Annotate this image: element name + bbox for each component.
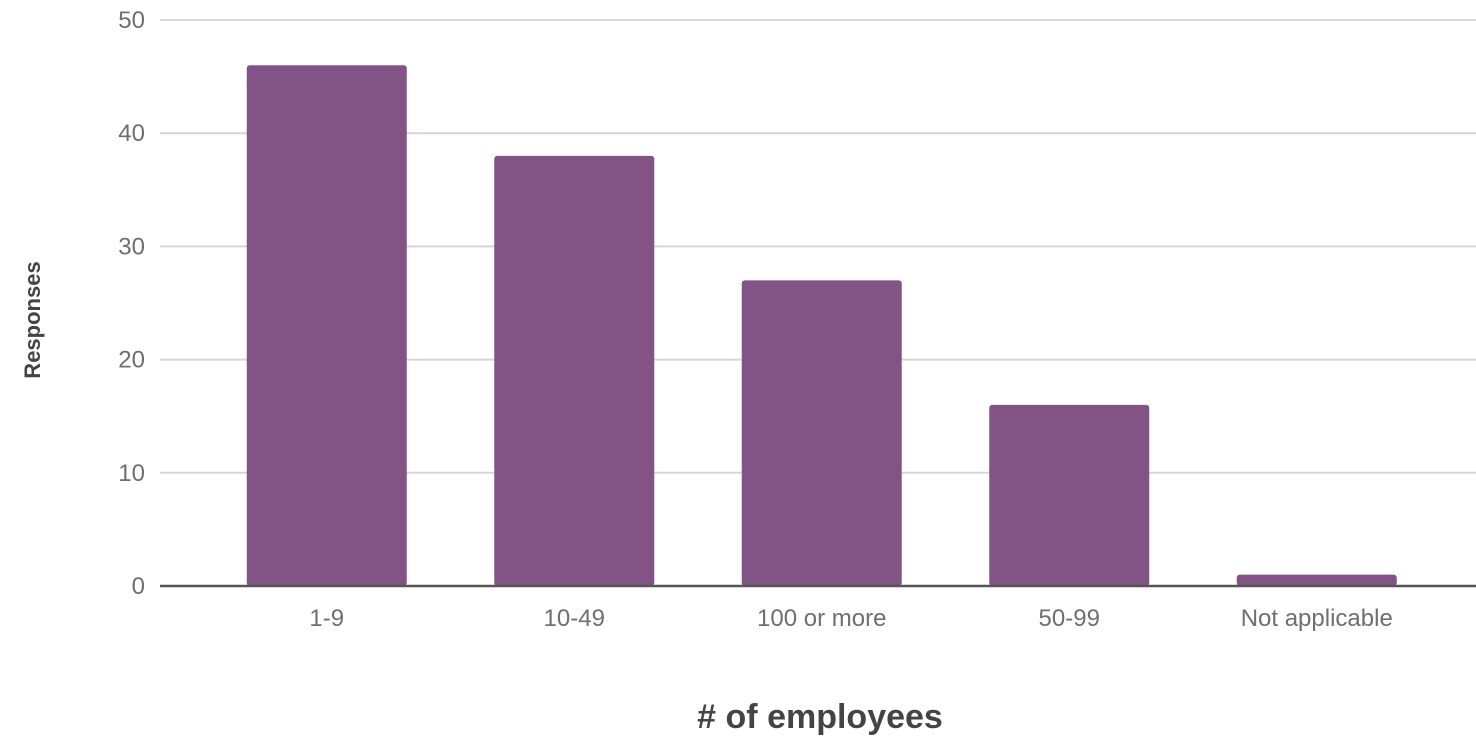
bar-100-or-more (741, 280, 902, 586)
x-tick-label: 10-49 (544, 605, 605, 632)
y-tick-label: 0 (132, 573, 145, 600)
x-tick-label: 1-9 (309, 605, 344, 632)
y-axis-title: Responses (20, 261, 45, 378)
y-tick-label: 10 (118, 460, 145, 487)
x-tick-label: Not applicable (1241, 605, 1393, 632)
bar-10-49 (494, 155, 655, 586)
bar-not-applicable (1236, 574, 1397, 586)
y-tick-label: 40 (118, 120, 145, 147)
x-axis-title: # of employees (697, 698, 943, 736)
bars (246, 65, 1397, 586)
bar-50-99 (989, 404, 1150, 586)
x-axis-ticks: 1-9 10-49 100 or more 50-99 Not applicable (309, 605, 1392, 632)
y-tick-label: 20 (118, 347, 145, 374)
y-tick-label: 30 (118, 233, 145, 260)
x-tick-label: 100 or more (757, 605, 886, 632)
x-tick-label: 50-99 (1039, 605, 1100, 632)
y-tick-label: 50 (118, 7, 145, 34)
bar-1-9 (246, 65, 407, 586)
y-axis-ticks: 0 10 20 30 40 50 (118, 7, 145, 600)
